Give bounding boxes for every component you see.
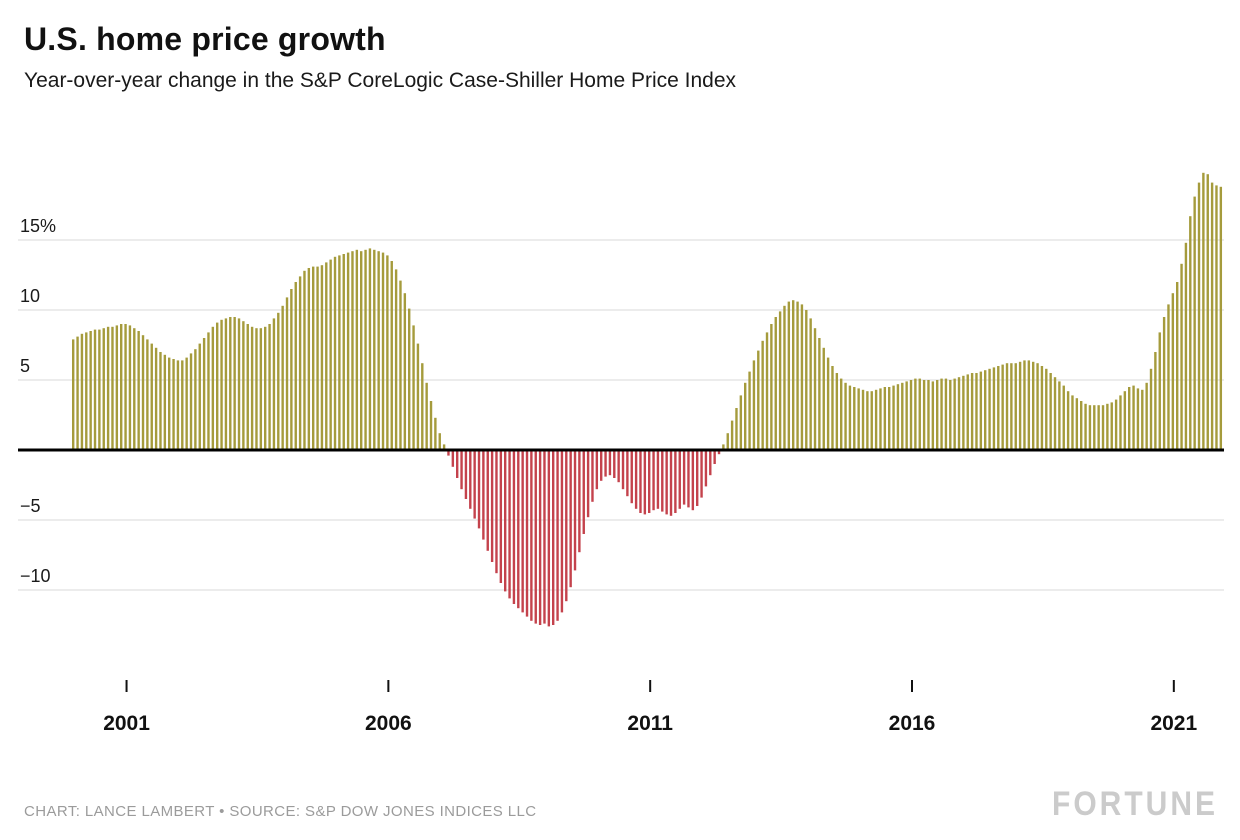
- svg-text:2016: 2016: [889, 712, 936, 735]
- svg-text:−10: −10: [20, 566, 51, 586]
- svg-text:5: 5: [20, 356, 30, 376]
- svg-text:−5: −5: [20, 496, 41, 516]
- home-price-growth-bar-chart: 15% 10 5 −5 −10 2001 2006 2011 2016 2021: [18, 172, 1224, 735]
- svg-text:2011: 2011: [627, 712, 673, 735]
- svg-text:2006: 2006: [365, 712, 412, 735]
- fortune-logo: FORTUNE: [1052, 784, 1218, 823]
- credit-line: CHART: LANCE LAMBERT • SOURCE: S&P DOW J…: [24, 803, 537, 820]
- svg-text:2001: 2001: [103, 712, 150, 735]
- chart-footer: CHART: LANCE LAMBERT • SOURCE: S&P DOW J…: [24, 785, 1218, 824]
- svg-text:2021: 2021: [1150, 712, 1197, 735]
- chart-subtitle: Year-over-year change in the S&P CoreLog…: [24, 69, 737, 93]
- chart-title: U.S. home price growth: [24, 21, 386, 57]
- chart-header: U.S. home price growth Year-over-year ch…: [24, 21, 1216, 93]
- svg-text:10: 10: [20, 286, 40, 306]
- svg-text:15%: 15%: [20, 216, 56, 236]
